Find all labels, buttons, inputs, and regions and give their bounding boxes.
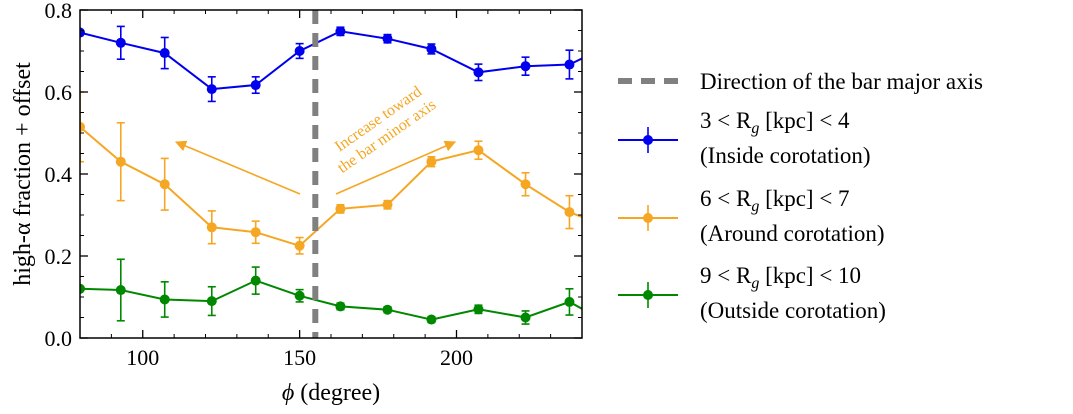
series-3-point [426,314,437,325]
series-1-point [564,59,575,70]
series-2-point [426,156,437,167]
series-3-point [564,296,575,307]
series-2-point [382,199,393,210]
plot-series [80,25,603,325]
series-1-point [294,46,305,56]
series-2-point [294,240,305,251]
legend-series-3-label: 9 < Rg [kpc] < 10 [700,263,861,292]
series-3-point [294,290,305,301]
series-3-point [159,294,170,305]
series-3-point [206,296,217,307]
series-1-point [473,67,484,78]
series-1-point [335,26,346,37]
x-axis-label: ϕ (degree) [282,380,380,406]
legend-series-1-marker [643,135,653,145]
x-tick-label: 100 [126,345,159,370]
series-3-point [115,285,126,296]
series-1-point [593,46,603,56]
legend-series-1-label-line2: (Inside corotation) [700,143,871,168]
annotation-arrow-left [174,140,301,195]
y-tick-label: 0.8 [45,0,73,23]
series-2-point [250,227,261,238]
y-tick-label: 0.0 [45,326,73,351]
series-3-point [473,304,484,315]
ticks-layer: 100 150 200 0.0 0.2 0.4 0.6 0.8 [45,0,582,370]
legend-series-2-marker [643,213,653,223]
series-1-point [520,61,531,72]
series-2-point [564,207,575,218]
y-tick-label: 0.4 [45,162,73,187]
series-1-line [80,30,582,91]
annotation-arrow-right [335,140,457,195]
series-2-point [520,179,531,190]
y-tick-label: 0.2 [45,244,73,269]
legend-series-3-marker [643,290,653,300]
legend-series-3-label-line2: (Outside corotation) [700,298,886,323]
y-axis-label: high-α fraction + offset [10,62,36,286]
series-3-line [80,279,582,321]
series-2-point [473,145,484,156]
series-1-point [250,80,261,91]
series-3-point [80,283,85,294]
series-1-point [115,37,126,48]
legend: Direction of the bar major axis 3 < Rg [… [618,69,983,323]
series-1-point [382,33,393,44]
series-3-point [250,275,261,286]
series-2-point [115,156,126,167]
legend-series-2-label: 6 < Rg [kpc] < 7 [700,186,850,215]
y-tick-label: 0.6 [45,80,73,105]
series-1-point [206,84,217,95]
series-1-point [159,48,170,59]
legend-series-2-label-line2: (Around corotation) [700,221,885,246]
series-3-point [593,313,603,323]
x-tick-label: 150 [283,345,316,370]
plot-frame [79,9,583,339]
series-3-point [520,312,531,323]
series-2-point [159,179,170,190]
series-1-point [426,43,437,54]
legend-series-1-label: 3 < Rg [kpc] < 4 [700,108,850,137]
series-2-point [80,121,85,132]
series-2-point [335,203,346,214]
legend-vline-label: Direction of the bar major axis [700,69,983,94]
x-tick-label: 200 [440,345,473,370]
series-3-point [382,304,393,315]
series-2-point [593,218,603,228]
series-3-point [335,301,346,312]
series-2-point [206,222,217,233]
